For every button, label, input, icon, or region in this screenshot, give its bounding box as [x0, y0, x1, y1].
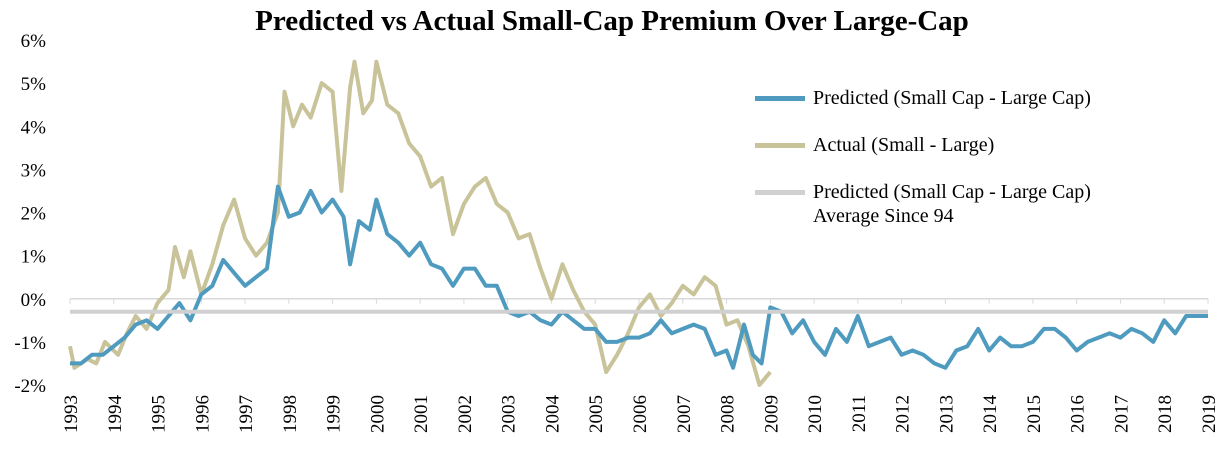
x-tick-label: 2006 — [630, 395, 651, 433]
x-tick-label: 1999 — [324, 395, 345, 433]
x-tick-label: 1998 — [280, 395, 301, 433]
x-tick-label: 2017 — [1111, 395, 1132, 433]
legend-label: Predicted (Small Cap - Large Cap) Averag… — [813, 181, 1091, 227]
x-tick-label: 2000 — [367, 395, 388, 433]
legend-label: Actual (Small - Large) — [813, 134, 995, 156]
legend-item: Predicted (Small Cap - Large Cap) Averag… — [755, 180, 1175, 228]
x-tick-label: 1996 — [192, 395, 213, 433]
x-tick-label: 1993 — [61, 395, 82, 433]
x-tick-label: 2012 — [893, 395, 914, 433]
x-tick-label: 2013 — [936, 395, 957, 433]
x-tick-label: 2010 — [805, 395, 826, 433]
y-tick-label: 2% — [21, 204, 47, 225]
legend-swatch — [755, 190, 805, 195]
x-tick-label: 2005 — [586, 395, 607, 433]
y-tick-label: 1% — [21, 247, 47, 268]
x-tick-label: 2019 — [1199, 395, 1220, 433]
x-tick-label: 1994 — [105, 395, 126, 434]
y-tick-label: 6% — [21, 31, 47, 52]
x-tick-label: 2004 — [542, 395, 563, 434]
x-tick-label: 2003 — [499, 395, 520, 433]
x-tick-label: 1995 — [149, 395, 170, 433]
legend-swatch — [755, 143, 805, 148]
legend-label: Predicted (Small Cap - Large Cap) — [813, 87, 1091, 109]
x-tick-label: 1997 — [236, 395, 257, 433]
y-tick-label: 5% — [21, 74, 47, 95]
legend: Predicted (Small Cap - Large Cap) Actual … — [755, 86, 1175, 251]
series-line — [70, 184, 1208, 370]
x-tick-label: 2015 — [1024, 395, 1045, 433]
x-tick-label: 2011 — [849, 395, 870, 432]
legend-swatch — [755, 96, 805, 101]
legend-item: Actual (Small - Large) — [755, 133, 1175, 157]
chart-title: Predicted vs Actual Small-Cap Premium Ov… — [255, 5, 969, 37]
x-tick-label: 2014 — [980, 395, 1001, 434]
x-tick-label: 2008 — [718, 395, 739, 433]
x-tick-label: 2007 — [674, 395, 695, 433]
x-tick-label: 2001 — [411, 395, 432, 433]
y-tick-label: 4% — [21, 117, 47, 138]
x-tick-label: 2018 — [1155, 395, 1176, 433]
y-tick-label: 3% — [21, 160, 47, 181]
x-tick-label: 2016 — [1068, 395, 1089, 433]
y-tick-label: 0% — [21, 290, 47, 311]
x-tick-label: 2009 — [761, 395, 782, 433]
y-tick-label: -1% — [14, 333, 46, 354]
y-tick-label: -2% — [14, 376, 46, 397]
series-line — [68, 59, 772, 387]
x-tick-label: 2002 — [455, 395, 476, 433]
legend-item: Predicted (Small Cap - Large Cap) — [755, 86, 1175, 110]
